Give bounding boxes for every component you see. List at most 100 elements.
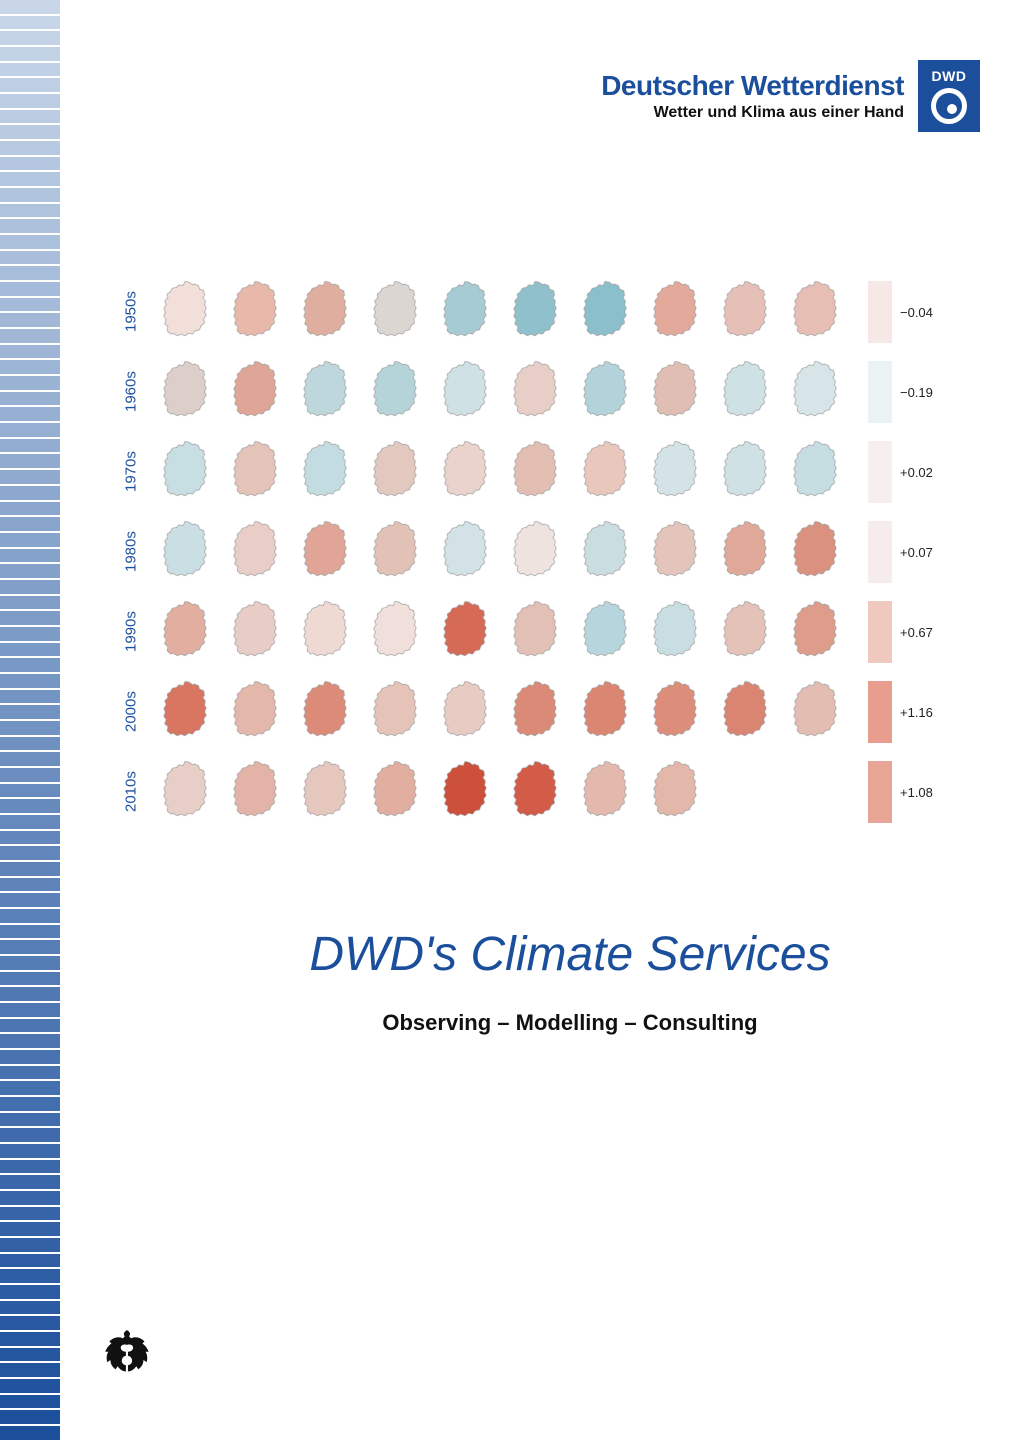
- germany-map-icon: [717, 279, 773, 345]
- edge-bar: [0, 972, 60, 988]
- decade-summary: −0.19: [868, 352, 950, 432]
- map-cell: [710, 272, 780, 352]
- edge-bar: [0, 752, 60, 768]
- map-cell: [220, 592, 290, 672]
- edge-bar: [0, 1426, 60, 1442]
- edge-bar: [0, 580, 60, 596]
- edge-bar: [0, 1191, 60, 1207]
- germany-map-icon: [367, 439, 423, 505]
- edge-bar: [0, 690, 60, 706]
- germany-map-icon: [157, 599, 213, 665]
- decade-label: 1970s: [120, 432, 142, 512]
- map-grid: [150, 272, 850, 832]
- map-cell: [430, 272, 500, 352]
- map-cell: [710, 512, 780, 592]
- map-row: [150, 272, 850, 352]
- dwd-logo: DWD: [918, 60, 980, 132]
- edge-bar: [0, 987, 60, 1003]
- edge-bar: [0, 439, 60, 455]
- germany-map-icon: [297, 519, 353, 585]
- map-cell: [710, 672, 780, 752]
- germany-map-icon: [227, 279, 283, 345]
- map-cell: [780, 672, 850, 752]
- edge-bar: [0, 815, 60, 831]
- edge-bar: [0, 1301, 60, 1317]
- germany-map-icon: [647, 359, 703, 425]
- germany-map-icon: [437, 519, 493, 585]
- decade-summary: +1.08: [868, 752, 950, 832]
- map-cell: [640, 272, 710, 352]
- map-cell: [570, 592, 640, 672]
- germany-map-icon: [507, 599, 563, 665]
- edge-bar: [0, 392, 60, 408]
- edge-bar: [0, 940, 60, 956]
- edge-bar: [0, 1160, 60, 1176]
- map-cell: [290, 592, 360, 672]
- decade-label: 1980s: [120, 512, 142, 592]
- map-cell: [290, 672, 360, 752]
- germany-map-icon: [717, 679, 773, 745]
- map-cell: [360, 512, 430, 592]
- edge-bar: [0, 16, 60, 32]
- map-cell: [360, 272, 430, 352]
- map-cell: [500, 512, 570, 592]
- edge-bar: [0, 423, 60, 439]
- edge-bar: [0, 94, 60, 110]
- edge-bar: [0, 737, 60, 753]
- map-cell: [150, 752, 220, 832]
- map-cell: [570, 752, 640, 832]
- edge-bar: [0, 643, 60, 659]
- map-cell: [430, 512, 500, 592]
- map-cell: [290, 752, 360, 832]
- decade-summary: +0.02: [868, 432, 950, 512]
- map-cell: [220, 432, 290, 512]
- edge-bar: [0, 1254, 60, 1270]
- edge-bar: [0, 407, 60, 423]
- federal-eagle-icon: [100, 1328, 158, 1392]
- edge-bar: [0, 1269, 60, 1285]
- map-cell: [710, 432, 780, 512]
- germany-map-icon: [297, 279, 353, 345]
- map-cell: [640, 672, 710, 752]
- germany-map-icon: [507, 519, 563, 585]
- germany-map-icon: [507, 759, 563, 825]
- summary-value: +1.08: [900, 785, 933, 800]
- brand-sub: Wetter und Klima aus einer Hand: [601, 104, 904, 122]
- map-row: [150, 592, 850, 672]
- germany-map-icon: [647, 759, 703, 825]
- edge-bar: [0, 1285, 60, 1301]
- map-cell: [570, 512, 640, 592]
- edge-bar: [0, 157, 60, 173]
- germany-map-icon: [437, 439, 493, 505]
- map-cell: [710, 352, 780, 432]
- edge-bar: [0, 360, 60, 376]
- edge-bar: [0, 784, 60, 800]
- map-row: [150, 432, 850, 512]
- germany-map-icon: [647, 599, 703, 665]
- decade-summary: +0.67: [868, 592, 950, 672]
- edge-bar: [0, 925, 60, 941]
- germany-map-icon: [297, 759, 353, 825]
- edge-bar: [0, 219, 60, 235]
- edge-bar: [0, 627, 60, 643]
- germany-map-icon: [787, 279, 843, 345]
- subtitle: Observing – Modelling – Consulting: [160, 1010, 980, 1036]
- edge-bar: [0, 282, 60, 298]
- map-cell: [220, 672, 290, 752]
- edge-bar: [0, 799, 60, 815]
- edge-bar: [0, 141, 60, 157]
- germany-map-icon: [577, 679, 633, 745]
- germany-map-icon: [717, 359, 773, 425]
- map-cell: [360, 352, 430, 432]
- edge-bar: [0, 298, 60, 314]
- edge-bar: [0, 1050, 60, 1066]
- map-cell: [780, 512, 850, 592]
- map-cell: [780, 272, 850, 352]
- edge-bar: [0, 1144, 60, 1160]
- edge-bar: [0, 658, 60, 674]
- summary-value: +0.07: [900, 545, 933, 560]
- brand-main: Deutscher Wetterdienst: [601, 70, 904, 102]
- map-cell: [780, 592, 850, 672]
- germany-map-icon: [507, 679, 563, 745]
- decade-summary-column: −0.04−0.19+0.02+0.07+0.67+1.16+1.08: [868, 272, 950, 832]
